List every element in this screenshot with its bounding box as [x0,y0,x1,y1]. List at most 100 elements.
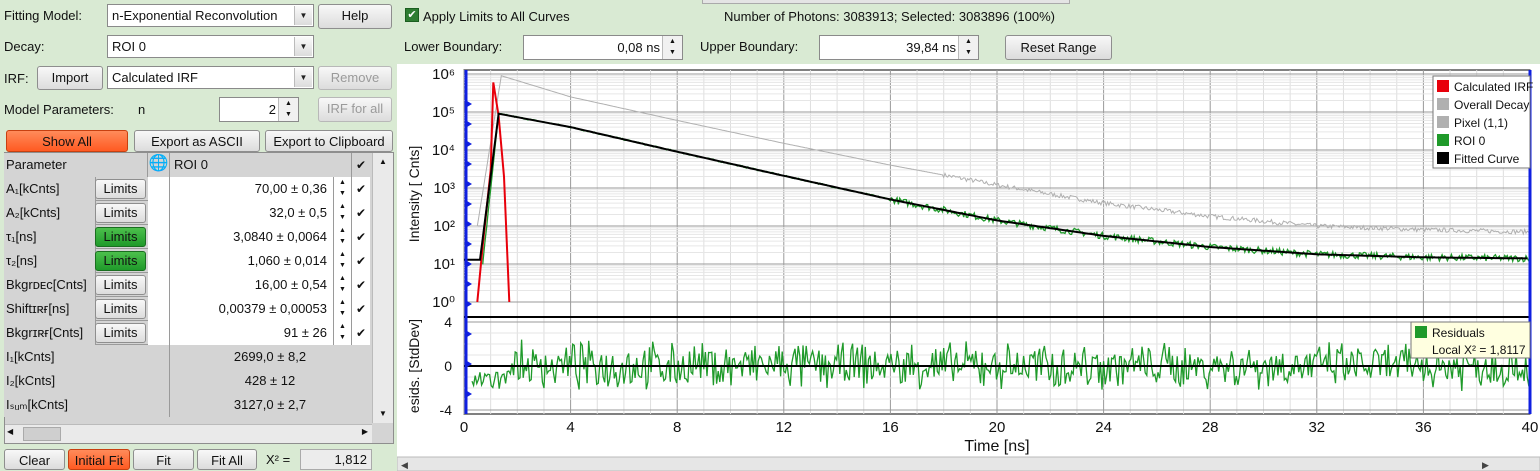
reset-range-button[interactable]: Reset Range [1005,35,1112,60]
scroll-thumb[interactable] [23,427,61,441]
param-name: A₁[kCnts] [4,177,96,201]
apply-limits-checkbox[interactable]: ✔ [405,8,419,22]
up-arrow-icon[interactable]: ▲ [965,38,972,45]
legend-swatch [1437,152,1449,164]
up-arrow-icon[interactable]: ▲ [339,203,346,210]
down-arrow-icon[interactable]: ▼ [285,111,292,118]
fit-all-button[interactable]: Fit All [197,449,257,470]
scroll-down-icon[interactable]: ▼ [379,409,387,418]
legend-swatch [1437,98,1449,110]
help-button[interactable]: Help [318,4,392,29]
limits-button[interactable]: Limits [95,227,146,247]
limits-button[interactable]: Limits [95,299,146,319]
down-arrow-icon[interactable]: ▼ [339,334,346,341]
limits-button[interactable]: Limits [95,203,146,223]
param-value[interactable]: 3,0840 ± 0,0064 [170,225,334,249]
scroll-left-icon: ◀ [401,460,408,470]
scroll-right-icon[interactable]: ▶ [361,427,368,436]
down-arrow-icon[interactable]: ▼ [339,262,346,269]
upper-boundary-value: 39,84 ns [906,40,956,55]
legend-swatch [1437,134,1449,146]
scroll-left-icon[interactable]: ◀ [7,427,14,436]
param-value[interactable]: 91 ± 26 [170,321,334,345]
param-value[interactable]: 16,00 ± 0,54 [170,273,334,297]
param-check-icon[interactable]: ✔ [352,321,370,345]
header-parameter: Parameter [4,153,148,177]
chi2-label: X² = [266,452,291,467]
decay-value: ROI 0 [112,39,146,54]
table-row: τ₁[ns] Limits 3,0840 ± 0,0064 ▲ ▼ ✔ [4,225,370,249]
cursor-marker-icon [467,241,472,247]
up-arrow-icon[interactable]: ▲ [339,299,346,306]
legend-label: Pixel (1,1) [1454,116,1508,130]
down-arrow-icon[interactable]: ▼ [339,286,346,293]
show-all-button[interactable]: Show All [6,130,128,152]
derived-name: Iₛᵤₘ[kCnts] [4,393,170,417]
residuals-line [471,339,1530,392]
param-stepper[interactable]: ▲ ▼ [334,177,352,201]
param-stepper[interactable]: ▲ ▼ [334,273,352,297]
down-arrow-icon[interactable]: ▼ [669,49,676,56]
up-arrow-icon[interactable]: ▲ [339,275,346,282]
table-hscrollbar[interactable]: ◀ ▶ [5,424,372,443]
param-stepper[interactable]: ▲ ▼ [334,321,352,345]
limits-button[interactable]: Limits [95,251,146,271]
chevron-down-icon[interactable]: ▼ [294,6,312,25]
limits-button[interactable]: Limits [95,323,146,343]
chevron-down-icon[interactable]: ▼ [294,37,312,56]
up-arrow-icon[interactable]: ▲ [339,179,346,186]
down-arrow-icon[interactable]: ▼ [339,310,346,317]
up-arrow-icon[interactable]: ▲ [285,100,292,107]
down-arrow-icon[interactable]: ▼ [339,190,346,197]
y-tick-label: 10⁴ [432,142,455,159]
param-stepper[interactable]: ▲ ▼ [334,201,352,225]
up-arrow-icon[interactable]: ▲ [669,38,676,45]
param-check-icon[interactable]: ✔ [352,225,370,249]
header-check-icon[interactable]: ✔ [352,153,370,177]
limits-button[interactable]: Limits [95,179,146,199]
chevron-down-icon[interactable]: ▼ [294,68,312,87]
param-value[interactable]: 1,060 ± 0,014 [170,249,334,273]
upper-boundary-stepper[interactable]: 39,84 ns ▲ ▼ [819,35,979,60]
lower-boundary-stepper[interactable]: 0,08 ns ▲ ▼ [523,35,683,60]
param-check-icon[interactable]: ✔ [352,297,370,321]
fitting-model-select[interactable]: n-Exponential Reconvolution ▼ [107,4,314,27]
globe-icon[interactable]: 🌐 [148,153,170,177]
param-check-icon[interactable]: ✔ [352,249,370,273]
param-blank [148,297,170,321]
down-arrow-icon[interactable]: ▼ [965,49,972,56]
import-button[interactable]: Import [37,66,103,90]
param-value[interactable]: 70,00 ± 0,36 [170,177,334,201]
param-name: A₂[kCnts] [4,201,96,225]
export-ascii-button[interactable]: Export as ASCII [134,130,260,152]
initial-fit-button[interactable]: Initial Fit [68,449,130,470]
param-stepper[interactable]: ▲ ▼ [334,225,352,249]
clear-button[interactable]: Clear [4,449,65,470]
legend-swatch [1415,326,1427,338]
param-check-icon[interactable]: ✔ [352,201,370,225]
param-stepper[interactable]: ▲ ▼ [334,297,352,321]
param-check-icon[interactable]: ✔ [352,273,370,297]
irf-select[interactable]: Calculated IRF ▼ [107,66,314,89]
up-arrow-icon[interactable]: ▲ [339,227,346,234]
irf-for-all-button[interactable]: IRF for all [318,97,392,122]
param-value[interactable]: 0,00379 ± 0,00053 [170,297,334,321]
up-arrow-icon[interactable]: ▲ [339,251,346,258]
limits-button[interactable]: Limits [95,275,146,295]
decay-select[interactable]: ROI 0 ▼ [107,35,314,58]
param-stepper[interactable]: ▲ ▼ [334,249,352,273]
table-vscrollbar[interactable]: ▲ ▼ [372,153,393,423]
decay-chart[interactable]: 0 4 8 12 16 20 24 28 32 36 4010⁰10¹10²10³10⁴10⁵10⁶… [397,64,1540,471]
export-clipboard-button[interactable]: Export to Clipboard [265,130,393,152]
n-stepper[interactable]: 2 ▲ ▼ [219,97,299,122]
up-arrow-icon[interactable]: ▲ [339,323,346,330]
down-arrow-icon[interactable]: ▼ [339,238,346,245]
scroll-up-icon[interactable]: ▲ [379,157,387,166]
param-value[interactable]: 32,0 ± 0,5 [170,201,334,225]
derived-name: I₁[kCnts] [4,345,170,369]
fit-button[interactable]: Fit [133,449,194,470]
down-arrow-icon[interactable]: ▼ [339,214,346,221]
remove-button[interactable]: Remove [318,66,392,90]
legend-label: Fitted Curve [1454,152,1520,166]
param-check-icon[interactable]: ✔ [352,177,370,201]
